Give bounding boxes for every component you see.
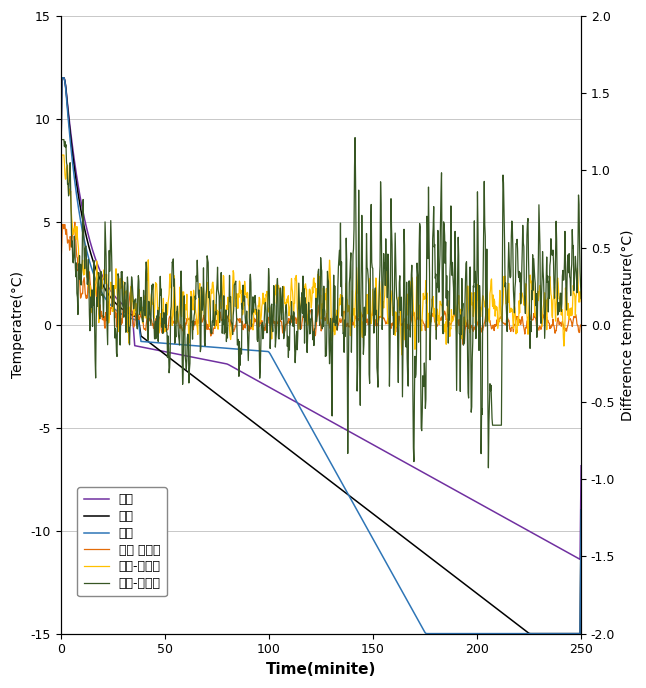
Legend: 샼외, 감자, 당근, 샼외 온도차, 감자-온도차, 당근-온도차: 샼외, 감자, 당근, 샼외 온도차, 감자-온도차, 당근-온도차 (78, 487, 167, 596)
감자 (110, 298, 118, 306)
X-axis label: Time(minite): Time(minite) (266, 662, 376, 677)
감자-온도차 (464, 282, 472, 290)
샼외 온도차 (110, 307, 118, 315)
당근 (110, 305, 118, 313)
당근-온도차 (110, 290, 118, 298)
당근-온도차 (484, 464, 492, 472)
Line: 감자-온도차: 감자-온도차 (61, 155, 581, 355)
감자 (526, 630, 534, 638)
Line: 샼외: 샼외 (61, 78, 581, 559)
당근-온도차 (463, 294, 471, 303)
당근 (58, 74, 66, 82)
당근 (268, 352, 276, 361)
샼외 (463, 493, 471, 501)
감자 (268, 432, 276, 440)
당근 (287, 386, 295, 394)
감자-온도차 (578, 298, 585, 306)
감자-온도차 (58, 151, 66, 159)
샼외 (415, 466, 422, 474)
샼외 (472, 498, 480, 506)
샼외 온도차 (415, 312, 422, 321)
샼외 온도차 (268, 322, 276, 330)
당근-온도차 (57, 197, 65, 206)
감자 (463, 582, 471, 590)
샼외 온도차 (71, 218, 79, 226)
샼외 온도차 (459, 340, 467, 348)
당근 (578, 506, 585, 514)
당근-온도차 (578, 294, 585, 303)
감자-온도차 (268, 335, 276, 343)
당근-온도차 (415, 338, 422, 346)
감자-온도차 (57, 236, 65, 244)
샼외 (58, 74, 66, 82)
샼외 온도차 (578, 321, 585, 330)
감자-온도차 (110, 281, 118, 290)
당근-온도차 (267, 302, 275, 310)
Line: 당근: 당근 (61, 78, 581, 634)
샼외 (268, 385, 276, 393)
감자 (57, 173, 65, 181)
샼외 (57, 173, 65, 181)
Y-axis label: Difference temperature(°C): Difference temperature(°C) (621, 229, 635, 420)
샼외 (578, 462, 585, 470)
당근-온도차 (472, 288, 480, 297)
샼외 (287, 395, 295, 403)
당근 (415, 617, 422, 625)
샼외 (110, 292, 118, 300)
당근 (464, 630, 472, 638)
감자 (472, 589, 480, 597)
샼외 온도차 (473, 321, 481, 329)
Line: 당근-온도차: 당근-온도차 (61, 138, 581, 468)
Y-axis label: Temperatre(°C): Temperatre(°C) (11, 271, 25, 378)
샼외 온도차 (57, 270, 65, 279)
Line: 감자: 감자 (61, 78, 581, 634)
샼외 (576, 555, 584, 563)
당근 (57, 173, 65, 181)
당근 (422, 630, 430, 638)
감자 (578, 506, 585, 514)
감자 (287, 447, 295, 455)
당근 (473, 630, 481, 638)
샼외 온도차 (464, 316, 472, 324)
감자-온도차 (287, 301, 295, 309)
감자 (58, 74, 66, 82)
당근-온도차 (351, 133, 359, 142)
Line: 샼외 온도차: 샼외 온도차 (61, 222, 581, 344)
감자 (415, 545, 422, 553)
감자-온도차 (415, 314, 423, 323)
샼외 온도차 (287, 314, 295, 323)
감자-온도차 (473, 308, 481, 316)
감자-온도차 (398, 351, 406, 359)
당근-온도차 (286, 317, 294, 325)
